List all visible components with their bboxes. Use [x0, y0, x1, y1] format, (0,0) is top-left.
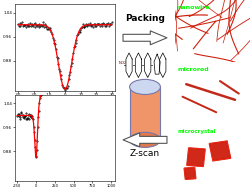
Polygon shape [184, 167, 196, 179]
Text: microrod: microrod [178, 67, 210, 72]
Text: nanowire: nanowire [178, 5, 210, 10]
Text: $\mathregular{NO_2}$: $\mathregular{NO_2}$ [118, 60, 127, 67]
Text: Z-scan: Z-scan [130, 149, 160, 158]
Text: Packing: Packing [125, 14, 165, 23]
FancyArrowPatch shape [123, 31, 167, 45]
Y-axis label: Normalized Transmittance: Normalized Transmittance [0, 22, 2, 73]
FancyArrowPatch shape [123, 133, 167, 147]
Polygon shape [187, 148, 205, 167]
Ellipse shape [130, 132, 160, 147]
X-axis label: Z-position (mm): Z-position (mm) [48, 99, 82, 103]
Y-axis label: Normalized Transmittance: Normalized Transmittance [0, 112, 2, 163]
Ellipse shape [130, 79, 160, 94]
Polygon shape [209, 141, 231, 161]
Text: microcrystal: microcrystal [178, 129, 216, 134]
FancyBboxPatch shape [130, 87, 160, 140]
